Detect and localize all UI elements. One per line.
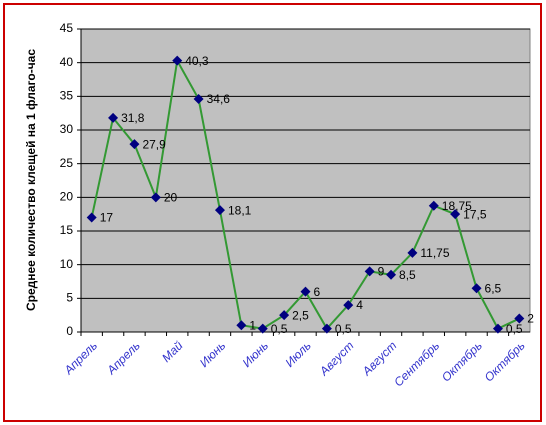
- marker: [343, 300, 354, 311]
- marker: [150, 192, 161, 203]
- marker: [129, 139, 140, 150]
- y-tick-label: 5: [66, 291, 73, 305]
- data-label: 0,5: [335, 322, 352, 336]
- marker: [471, 283, 482, 294]
- marker: [193, 94, 204, 105]
- data-label: 6: [314, 285, 321, 299]
- data-label: 11,75: [420, 246, 449, 260]
- marker: [300, 286, 311, 297]
- marker: [492, 323, 503, 334]
- data-label: 18,1: [228, 203, 252, 217]
- marker: [172, 55, 183, 66]
- marker: [279, 310, 290, 321]
- data-label: 0,5: [271, 322, 288, 336]
- marker: [257, 323, 268, 334]
- data-label: 6,5: [485, 281, 502, 295]
- data-label: 17,5: [463, 207, 487, 221]
- y-tick-label: 35: [60, 89, 74, 103]
- marker: [514, 313, 525, 324]
- data-label: 20: [164, 191, 178, 205]
- plot-area: [80, 28, 531, 333]
- y-tick-label: 10: [60, 257, 74, 271]
- data-label: 0,5: [506, 322, 523, 336]
- marker: [86, 212, 97, 223]
- marker: [450, 209, 461, 220]
- y-tick-label: 45: [60, 21, 74, 35]
- data-label: 2,5: [292, 308, 309, 322]
- y-tick-label: 0: [66, 324, 73, 338]
- data-label: 27,9: [142, 137, 166, 151]
- marker: [236, 320, 247, 331]
- marker: [108, 112, 119, 123]
- data-label: 9: [378, 265, 385, 279]
- y-tick-label: 40: [60, 55, 74, 69]
- y-tick-label: 30: [60, 122, 74, 136]
- data-label: 18,75: [442, 199, 472, 213]
- marker: [428, 200, 439, 211]
- marker: [386, 269, 397, 280]
- marker: [321, 323, 332, 334]
- data-label: 40,3: [185, 54, 209, 68]
- data-label: 4: [356, 298, 363, 312]
- marker: [214, 205, 225, 216]
- data-label: 31,8: [121, 111, 145, 125]
- data-label: 1: [249, 318, 256, 332]
- data-label: 8,5: [399, 268, 416, 282]
- y-tick-label: 15: [60, 223, 74, 237]
- marker: [364, 266, 375, 277]
- y-tick-label: 20: [60, 190, 74, 204]
- y-axis-label: Среднее количество клещей на 1 флаго-час: [24, 49, 38, 311]
- marker: [407, 247, 418, 258]
- data-label: 34,6: [207, 92, 231, 106]
- data-label: 17: [100, 211, 114, 225]
- data-label: 2: [527, 312, 534, 326]
- y-tick-label: 25: [60, 156, 74, 170]
